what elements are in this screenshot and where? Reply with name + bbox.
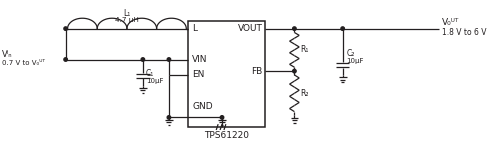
Text: L: L xyxy=(192,24,197,33)
Text: Vᴵₙ: Vᴵₙ xyxy=(2,50,13,59)
Text: VIN: VIN xyxy=(192,55,208,64)
Text: EN: EN xyxy=(192,70,205,79)
Text: C₁: C₁ xyxy=(146,69,154,77)
Text: VOUT: VOUT xyxy=(238,24,263,33)
Text: R₁: R₁ xyxy=(300,45,308,54)
Circle shape xyxy=(64,58,67,61)
Circle shape xyxy=(141,58,145,61)
Text: 0.7 V to V₀ᵁᵀ: 0.7 V to V₀ᵁᵀ xyxy=(2,60,45,66)
Text: 10μF: 10μF xyxy=(346,59,364,64)
Text: V₀ᵁᵀ: V₀ᵁᵀ xyxy=(442,18,460,27)
Circle shape xyxy=(64,27,67,30)
Circle shape xyxy=(293,69,296,73)
Text: FB: FB xyxy=(251,67,263,76)
Bar xyxy=(188,21,266,127)
Text: 1.8 V to 6 V: 1.8 V to 6 V xyxy=(442,28,487,37)
Text: 10μF: 10μF xyxy=(146,78,163,84)
Circle shape xyxy=(167,116,171,119)
Circle shape xyxy=(341,27,344,30)
Circle shape xyxy=(293,27,296,30)
Text: R₂: R₂ xyxy=(300,89,308,98)
Text: TPS61220: TPS61220 xyxy=(204,131,249,140)
Text: GND: GND xyxy=(192,102,213,111)
Text: L₁: L₁ xyxy=(123,9,130,18)
Text: 4.7 μH: 4.7 μH xyxy=(115,17,139,23)
Circle shape xyxy=(220,116,224,119)
Text: C₂: C₂ xyxy=(346,49,355,58)
Circle shape xyxy=(167,58,171,61)
